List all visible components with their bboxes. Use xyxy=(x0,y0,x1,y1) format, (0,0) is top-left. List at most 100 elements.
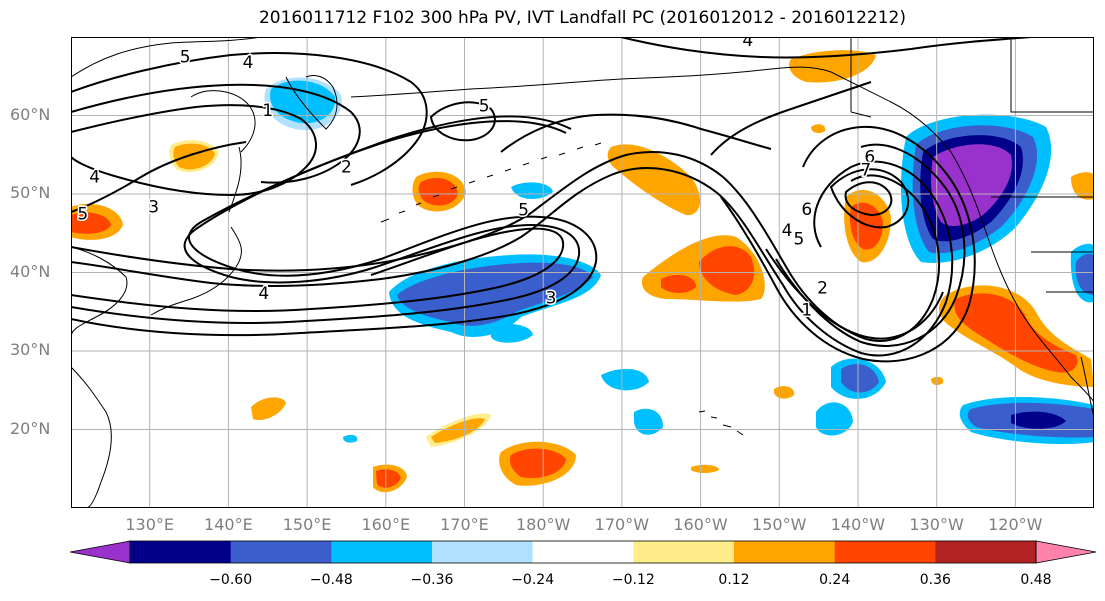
contour-label: 4 xyxy=(243,53,254,73)
negative-anomaly-region xyxy=(931,144,1012,227)
contour-label: 1 xyxy=(801,300,812,320)
pv-contour-line xyxy=(620,37,1032,59)
latitude-label: 20°N xyxy=(10,418,51,438)
pv-contour-line xyxy=(500,113,772,153)
longitude-label: 170°W xyxy=(594,515,650,534)
colorbar-tick-label: 0.24 xyxy=(819,572,851,588)
colorbar xyxy=(70,540,1096,564)
pv-contour-line xyxy=(71,160,954,357)
shaded-anomalies xyxy=(71,50,1094,493)
contour-label: 5 xyxy=(77,205,88,225)
colorbar-tick-label: 0.48 xyxy=(1020,572,1052,588)
positive-anomaly-region xyxy=(699,246,755,295)
positive-anomaly-region xyxy=(774,386,795,399)
contour-label: 5 xyxy=(180,48,191,68)
pv-contour-line xyxy=(775,143,966,347)
colorbar-swatch xyxy=(532,541,634,563)
pv-contour-line xyxy=(71,83,361,184)
longitude-label: 130°E xyxy=(125,515,175,534)
positive-anomaly-region xyxy=(691,464,719,473)
colorbar-swatch xyxy=(633,541,735,563)
contour-label: 2 xyxy=(341,158,352,178)
pv-contour-line xyxy=(71,120,581,325)
contour-label: 5 xyxy=(518,201,529,221)
positive-anomaly-region xyxy=(607,144,701,216)
positive-anomaly-region xyxy=(376,469,401,488)
positive-anomaly-region xyxy=(661,274,696,293)
positive-anomaly-region xyxy=(418,178,458,206)
us-border xyxy=(991,196,1094,293)
colorbar-swatch xyxy=(331,541,433,563)
contour-label: 6 xyxy=(864,147,875,167)
contour-label: 1 xyxy=(262,101,273,121)
latitude-label: 60°N xyxy=(10,104,51,124)
negative-anomaly-region xyxy=(634,408,663,435)
longitude-label: 130°W xyxy=(909,515,964,534)
negative-anomaly-region xyxy=(841,364,879,393)
colorbar-swatch xyxy=(130,541,232,563)
pv-contour-line xyxy=(71,227,565,313)
contour-label: 7 xyxy=(860,161,871,181)
china-coast xyxy=(71,366,112,508)
gridlines xyxy=(71,37,1094,508)
negative-anomaly-region xyxy=(1011,411,1066,429)
contour-label: 4 xyxy=(782,221,793,241)
pv-contour-line xyxy=(429,101,496,142)
longitude-label: 140°E xyxy=(204,515,253,534)
contour-label: 5 xyxy=(479,96,490,116)
latitude-label: 40°N xyxy=(10,261,51,281)
alaska-coastline xyxy=(350,66,1094,403)
longitude-label: 140°W xyxy=(830,515,886,534)
colorbar-extend-min xyxy=(70,540,131,564)
asia-coastline xyxy=(71,37,262,78)
positive-anomaly-region xyxy=(789,50,876,83)
colorbar-tick-label: −0.12 xyxy=(611,572,655,588)
colorbar-frame xyxy=(129,540,1037,564)
pv-contour-line xyxy=(710,81,872,156)
pv-contour-line xyxy=(844,181,893,217)
negative-anomaly-region xyxy=(601,368,649,391)
contour-label: 3 xyxy=(546,289,557,309)
positive-anomaly-region xyxy=(1071,172,1094,200)
contour-label: 4 xyxy=(742,37,753,51)
latitude-label: 50°N xyxy=(10,183,51,202)
mexico-coast xyxy=(1080,356,1094,418)
longitude-label: 180°W xyxy=(515,515,571,534)
latitude-label: 30°N xyxy=(10,340,51,359)
contour-label: 4 xyxy=(89,168,100,188)
positive-anomaly-region xyxy=(431,418,485,443)
pv-contour-line xyxy=(829,168,910,229)
longitude-label: 170°E xyxy=(440,515,489,534)
coastlines xyxy=(71,37,1094,508)
map-frame xyxy=(71,37,1094,508)
negative-anomaly-region xyxy=(511,182,553,199)
aleutian-islands xyxy=(380,142,602,223)
korea-china-coastline xyxy=(71,246,128,338)
colorbar-tick-label: 0.12 xyxy=(718,572,750,588)
colorbar-tick-label: −0.60 xyxy=(209,572,253,588)
colorbar-swatch xyxy=(834,541,936,563)
negative-anomaly-region xyxy=(816,402,853,436)
positive-anomaly-region xyxy=(509,448,566,479)
contour-label: 3 xyxy=(148,198,159,218)
pv-contour-line xyxy=(71,52,428,186)
figure-title: 2016011712 F102 300 hPa PV, IVT Landfall… xyxy=(258,8,906,28)
colorbar-swatch xyxy=(935,541,1037,563)
colorbar-tick-label: −0.36 xyxy=(410,572,454,588)
japan-coastline xyxy=(150,226,242,316)
pv-contour-line xyxy=(720,125,976,363)
colorbar-swatch xyxy=(734,541,836,563)
negative-anomaly-region xyxy=(491,324,533,343)
longitude-label: 150°E xyxy=(282,515,332,534)
colorbar-swatch xyxy=(432,541,534,563)
pv-contour-line xyxy=(765,248,944,340)
contour-label: 5 xyxy=(793,230,804,250)
colorbar-tick-label: −0.48 xyxy=(309,572,353,588)
pv-contours xyxy=(71,37,1032,363)
kamchatka-coastline xyxy=(285,74,338,130)
contour-label: 4 xyxy=(258,284,269,304)
colorbar-tick-label: 0.60 xyxy=(1102,572,1105,588)
longitude-label: 150°W xyxy=(752,515,807,534)
